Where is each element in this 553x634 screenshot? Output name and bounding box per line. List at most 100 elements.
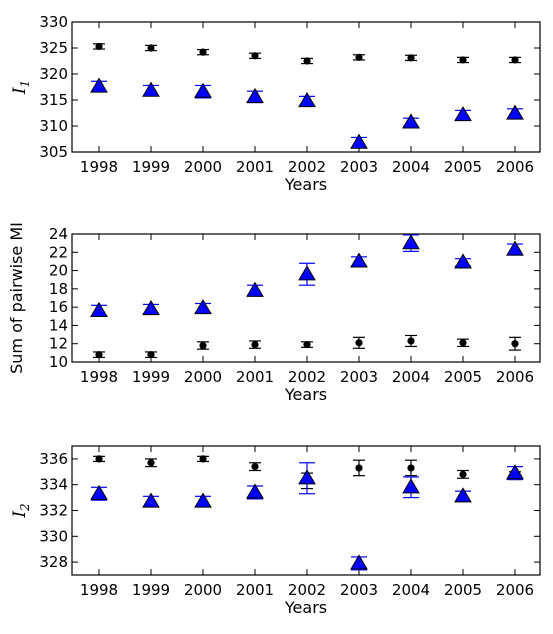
y-tick-label: 16 (49, 298, 68, 316)
x-tick-label: 2000 (184, 581, 222, 599)
y-tick-label: 328 (39, 553, 68, 571)
y-axis-label-subscript: 1 (18, 80, 32, 88)
y-tick-label: 315 (39, 91, 68, 109)
x-tick-label: 2001 (236, 581, 274, 599)
y-tick-label: 305 (39, 143, 68, 161)
y-tick-label: 330 (39, 527, 68, 545)
data-point-triangle (506, 104, 524, 120)
x-tick-label: 2001 (236, 158, 274, 176)
data-point-circle (199, 341, 207, 350)
x-tick-label: 2002 (288, 581, 326, 599)
data-point-circle (355, 339, 363, 347)
data-point-circle (95, 42, 103, 51)
data-point-triangle (402, 478, 420, 494)
data-point-circle (407, 337, 415, 345)
y-tick-label: 24 (49, 225, 68, 243)
data-point-circle (147, 351, 155, 359)
y-tick-label: 10 (49, 353, 68, 371)
y-tick-label: 22 (49, 243, 68, 261)
data-point-triangle (142, 299, 160, 316)
x-axis-label: Years (284, 598, 327, 617)
x-axis-label: Years (284, 175, 327, 194)
series-circles (93, 334, 521, 359)
data-point-triangle (454, 253, 472, 269)
x-tick-label: 2000 (184, 368, 222, 386)
x-tick-label: 2006 (496, 158, 534, 176)
plot-frame (71, 21, 541, 153)
data-point-triangle (194, 82, 212, 98)
x-tick-label: 2002 (288, 158, 326, 176)
data-point-circle (355, 53, 363, 61)
series-triangles (90, 462, 524, 571)
y-axis-label-subscript: 2 (18, 503, 32, 512)
x-tick-label: 2001 (236, 368, 274, 386)
x-tick-label: 2005 (444, 581, 482, 599)
data-point-circle (251, 341, 259, 349)
x-tick-label: 1998 (80, 158, 118, 176)
y-axis-label: Sum of pairwise MI (7, 222, 26, 374)
x-tick-label: 2005 (444, 368, 482, 386)
series-triangles (90, 77, 524, 149)
data-point-triangle (194, 492, 212, 508)
x-tick-label: 2003 (340, 368, 378, 386)
data-point-circle (251, 52, 259, 60)
data-point-triangle (402, 234, 420, 250)
data-point-circle (251, 463, 259, 471)
data-point-triangle (246, 281, 264, 297)
data-point-circle (95, 455, 103, 463)
data-point-triangle (298, 265, 316, 281)
series-triangles (90, 234, 524, 317)
x-tick-label: 2004 (392, 581, 430, 599)
data-point-triangle (90, 301, 108, 317)
data-point-circle (459, 339, 467, 347)
plot-frame (71, 233, 541, 363)
series-circles (93, 42, 521, 65)
chart-panel-1: 305 310 315 320 325 330 1998 1999 2000 2001 2002 20… (10, 13, 541, 194)
plot-frame (71, 445, 541, 576)
x-tick-label: 2000 (184, 158, 222, 176)
y-tick-label: 14 (49, 316, 68, 334)
data-point-circle (303, 57, 311, 65)
data-point-triangle (142, 492, 160, 508)
data-point-circle (459, 56, 467, 64)
data-point-triangle (90, 77, 108, 93)
y-tick-label: 330 (39, 13, 68, 31)
data-point-triangle (298, 92, 316, 108)
data-point-triangle (246, 87, 264, 103)
x-tick-label: 1998 (80, 581, 118, 599)
data-point-circle (355, 464, 363, 472)
x-tick-label: 1998 (80, 368, 118, 386)
data-point-triangle (194, 299, 212, 315)
y-tick-label: 336 (39, 450, 68, 468)
data-point-circle (511, 56, 519, 64)
y-tick-label: 12 (49, 335, 68, 353)
data-point-triangle (402, 113, 420, 129)
data-point-triangle (142, 81, 160, 97)
x-tick-label: 2003 (340, 581, 378, 599)
data-point-circle (147, 44, 155, 52)
data-point-circle (303, 341, 311, 349)
x-tick-label: 1999 (132, 158, 170, 176)
data-point-circle (459, 470, 467, 478)
y-tick-label: 320 (39, 65, 68, 83)
x-tick-label: 2002 (288, 368, 326, 386)
data-point-triangle (350, 133, 368, 149)
x-tick-label: 2003 (340, 158, 378, 176)
data-point-triangle (350, 554, 368, 570)
x-tick-label: 2006 (496, 581, 534, 599)
data-point-triangle (454, 106, 472, 122)
data-point-circle (511, 340, 519, 348)
x-axis-label: Years (284, 385, 327, 404)
data-point-triangle (506, 464, 524, 480)
x-tick-label: 1999 (132, 368, 170, 386)
x-tick-label: 1999 (132, 581, 170, 599)
y-tick-label: 332 (39, 502, 68, 520)
x-tick-label: 2004 (392, 158, 430, 176)
y-axis-label: I2 (10, 503, 32, 518)
data-point-circle (95, 351, 103, 359)
data-point-circle (407, 54, 415, 62)
data-point-triangle (246, 483, 264, 499)
data-point-triangle (90, 484, 108, 500)
data-point-circle (407, 464, 415, 472)
